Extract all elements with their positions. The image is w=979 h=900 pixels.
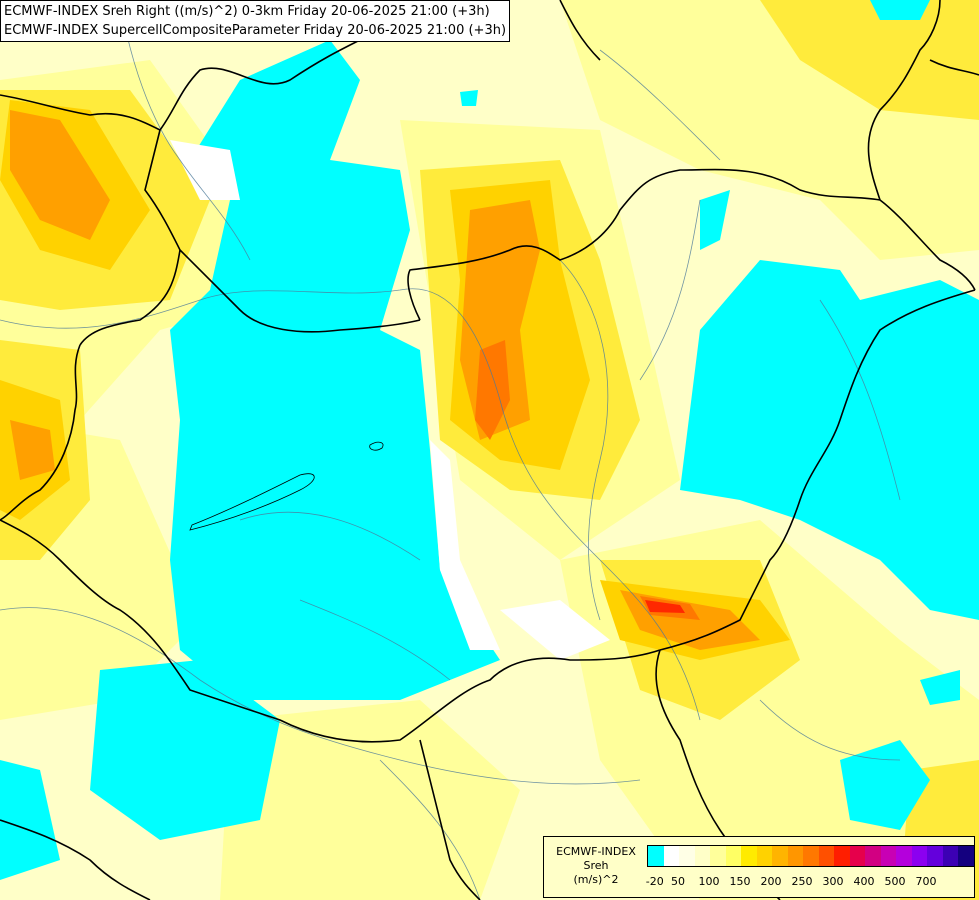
legend-tick-label: 200 bbox=[760, 875, 782, 888]
legend-swatch bbox=[942, 846, 958, 866]
legend-swatch bbox=[834, 846, 850, 866]
legend-swatch bbox=[679, 846, 695, 866]
color-legend: ECMWF-INDEX Sreh (m/s)^2 -20 50 100 150 200 2… bbox=[543, 836, 975, 898]
legend-title: ECMWF-INDEX Sreh (m/s)^2 bbox=[548, 845, 644, 887]
legend-swatch bbox=[803, 846, 819, 866]
legend-swatch bbox=[911, 846, 927, 866]
legend-swatch bbox=[880, 846, 896, 866]
legend-tick-label: 300 bbox=[822, 875, 844, 888]
legend-model: ECMWF-INDEX bbox=[556, 845, 636, 858]
legend-swatch bbox=[896, 846, 912, 866]
sreh-fill-red bbox=[645, 600, 685, 613]
rivers bbox=[0, 0, 901, 900]
legend-tick-label: 700 bbox=[915, 875, 937, 888]
legend-tick-label: 500 bbox=[884, 875, 906, 888]
legend-swatch bbox=[818, 846, 834, 866]
legend-tick-label: 100 bbox=[698, 875, 720, 888]
map-title-box: ECMWF-INDEX Sreh Right ((m/s)^2) 0-3km F… bbox=[0, 0, 511, 42]
legend-tick-label: 150 bbox=[729, 875, 751, 888]
legend-swatch bbox=[663, 846, 679, 866]
legend-swatch bbox=[741, 846, 757, 866]
title-line-1: ECMWF-INDEX Sreh Right ((m/s)^2) 0-3km F… bbox=[4, 4, 490, 19]
legend-swatch bbox=[772, 846, 788, 866]
legend-swatch bbox=[958, 846, 974, 866]
legend-swatch bbox=[849, 846, 865, 866]
legend-tick-label: 250 bbox=[791, 875, 813, 888]
legend-variable: Sreh bbox=[583, 859, 609, 872]
legend-swatch bbox=[648, 846, 664, 866]
legend-swatch bbox=[694, 846, 710, 866]
legend-swatch bbox=[756, 846, 772, 866]
title-line-2: ECMWF-INDEX SupercellCompositeParameter … bbox=[4, 23, 507, 38]
sreh-fill-white bbox=[170, 140, 610, 660]
legend-swatch bbox=[927, 846, 943, 866]
legend-tick-label: 400 bbox=[853, 875, 875, 888]
legend-color-bar bbox=[647, 845, 975, 867]
lakes bbox=[189, 441, 384, 531]
sreh-fill-cyan bbox=[0, 0, 979, 880]
legend-swatch bbox=[710, 846, 726, 866]
legend-swatch bbox=[725, 846, 741, 866]
legend-swatch bbox=[865, 846, 881, 866]
legend-tick-label: 50 bbox=[671, 875, 685, 888]
legend-tick-label: -20 bbox=[645, 875, 664, 888]
legend-swatch bbox=[787, 846, 803, 866]
legend-unit: (m/s)^2 bbox=[573, 873, 619, 886]
legend-tick-labels: -20 50 100 150 200 250 300 400 500 700 bbox=[645, 875, 977, 889]
